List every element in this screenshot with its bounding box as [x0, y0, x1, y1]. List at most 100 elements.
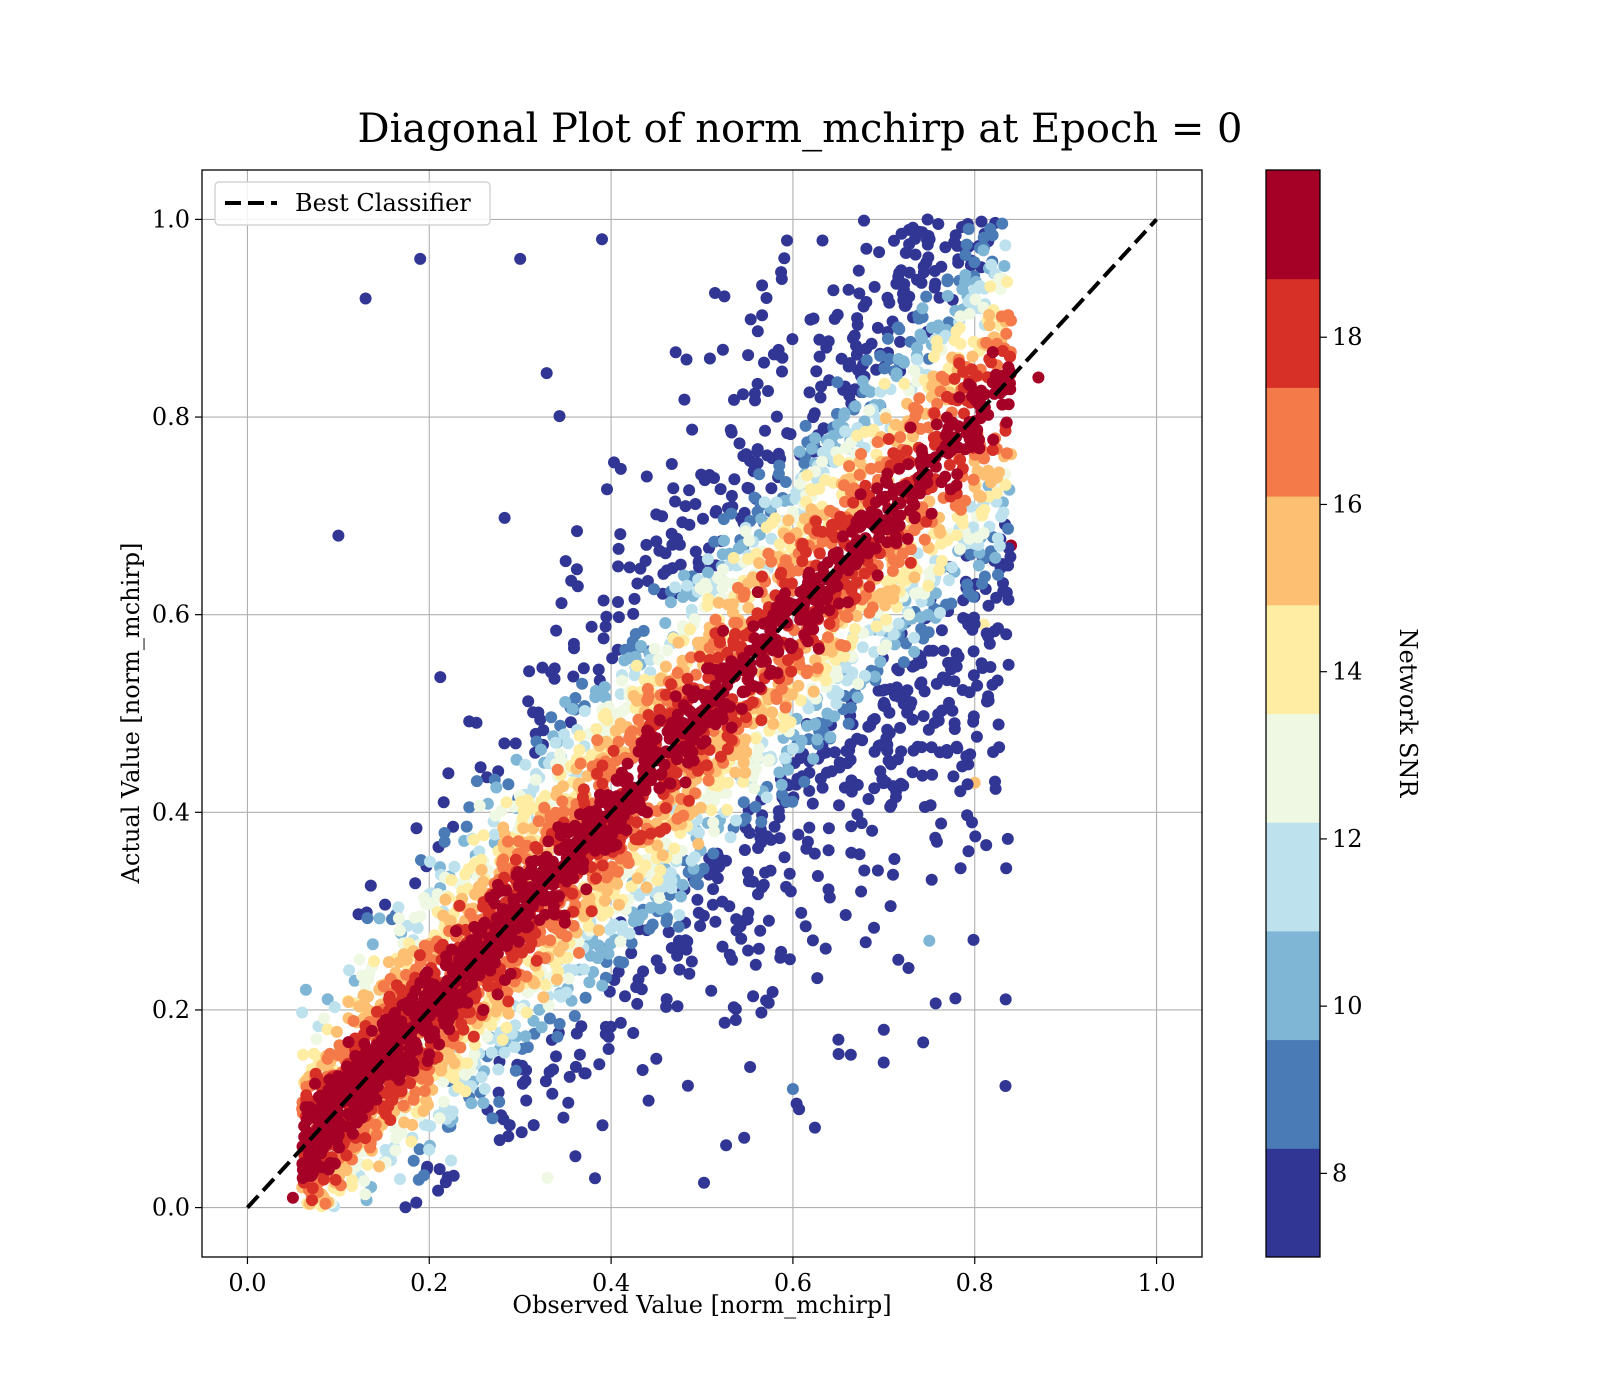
scatter-point [978, 468, 991, 481]
scatter-point [460, 820, 473, 833]
scatter-point [470, 775, 483, 788]
scatter-point [359, 292, 372, 305]
scatter-point [954, 310, 967, 323]
scatter-point [503, 1119, 516, 1132]
scatter-point [975, 506, 988, 518]
scatter-point [843, 460, 856, 473]
scatter-point [580, 883, 593, 896]
scatter-point [639, 554, 652, 567]
scatter-point [892, 617, 905, 630]
scatter-point [342, 1036, 355, 1049]
scatter-point [886, 565, 899, 577]
scatter-point [871, 482, 884, 495]
scatter-point [966, 590, 979, 603]
scatter-point [625, 937, 638, 949]
scatter-point [318, 1012, 331, 1025]
scatter-point [758, 496, 771, 509]
scatter-point [775, 682, 788, 695]
scatter-point [412, 1173, 425, 1186]
scatter-point [437, 796, 450, 809]
scatter-point [540, 367, 553, 380]
scatter-point [977, 527, 990, 540]
scatter-point [882, 545, 895, 558]
scatter-point [717, 513, 730, 526]
scatter-point [811, 972, 824, 985]
scatter-point [298, 1165, 310, 1178]
scatter-point [803, 784, 816, 797]
scatter-point [641, 724, 654, 737]
scatter-point [576, 677, 589, 690]
scatter-point [573, 1048, 586, 1061]
scatter-point [530, 954, 543, 967]
scatter-point [756, 279, 769, 292]
scatter-point [439, 893, 452, 906]
scatter-point [585, 620, 598, 633]
scatter-point [502, 835, 514, 848]
scatter-point [807, 752, 820, 765]
scatter-point [808, 1121, 821, 1134]
scatter-point [967, 710, 980, 723]
scatter-point [822, 844, 835, 857]
scatter-point [552, 890, 565, 903]
scatter-point [527, 802, 540, 815]
scatter-point [433, 1163, 446, 1176]
scatter-point [621, 772, 634, 785]
scatter-point [993, 466, 1005, 479]
scatter-point [832, 1048, 845, 1060]
scatter-point [403, 1042, 416, 1055]
scatter-point [947, 656, 960, 669]
scatter-point [941, 411, 953, 424]
scatter-point [437, 1095, 450, 1108]
scatter-point [968, 611, 980, 624]
scatter-point [577, 662, 590, 675]
scatter-point [778, 851, 791, 864]
scatter-point [773, 538, 786, 551]
scatter-point [578, 1067, 591, 1080]
scatter-point [785, 688, 798, 701]
scatter-point [833, 799, 845, 812]
scatter-point [653, 892, 666, 904]
scatter-point [830, 697, 843, 710]
scatter-point [364, 879, 377, 892]
scatter-point [478, 1082, 491, 1095]
scatter-point [537, 991, 550, 1004]
scatter-point [464, 907, 477, 920]
scatter-point [827, 284, 840, 297]
scatter-point [720, 1139, 733, 1152]
scatter-point [328, 1001, 341, 1014]
scatter-point [954, 453, 967, 466]
scatter-point [983, 319, 996, 332]
scatter-point [544, 934, 557, 947]
scatter-point [573, 946, 585, 959]
scatter-point [390, 1086, 403, 1098]
scatter-point [859, 383, 872, 395]
scatter-point [1001, 832, 1014, 845]
scatter-point [666, 538, 679, 551]
scatter-point [359, 1093, 372, 1106]
scatter-point [890, 791, 902, 803]
scatter-point [684, 623, 696, 636]
scatter-point [465, 1097, 478, 1110]
scatter-point [892, 556, 905, 568]
scatter-point [727, 606, 739, 619]
scatter-point [661, 911, 673, 924]
scatter-point [941, 273, 954, 286]
scatter-point [953, 357, 966, 370]
scatter-point [519, 1030, 532, 1043]
scatter-point [860, 242, 873, 255]
scatter-point [477, 1097, 490, 1109]
scatter-point [909, 232, 921, 245]
scatter-point [721, 663, 734, 676]
scatter-point [671, 666, 684, 679]
scatter-point [858, 864, 871, 877]
scatter-point [600, 610, 613, 623]
scatter-point [520, 1094, 533, 1107]
scatter-point [569, 1060, 582, 1073]
scatter-point [515, 877, 528, 890]
scatter-point [845, 846, 858, 859]
scatter-point [716, 343, 729, 356]
scatter-point [844, 1048, 857, 1061]
scatter-point [703, 469, 716, 481]
scatter-point [665, 458, 678, 470]
scatter-point [315, 1147, 327, 1160]
